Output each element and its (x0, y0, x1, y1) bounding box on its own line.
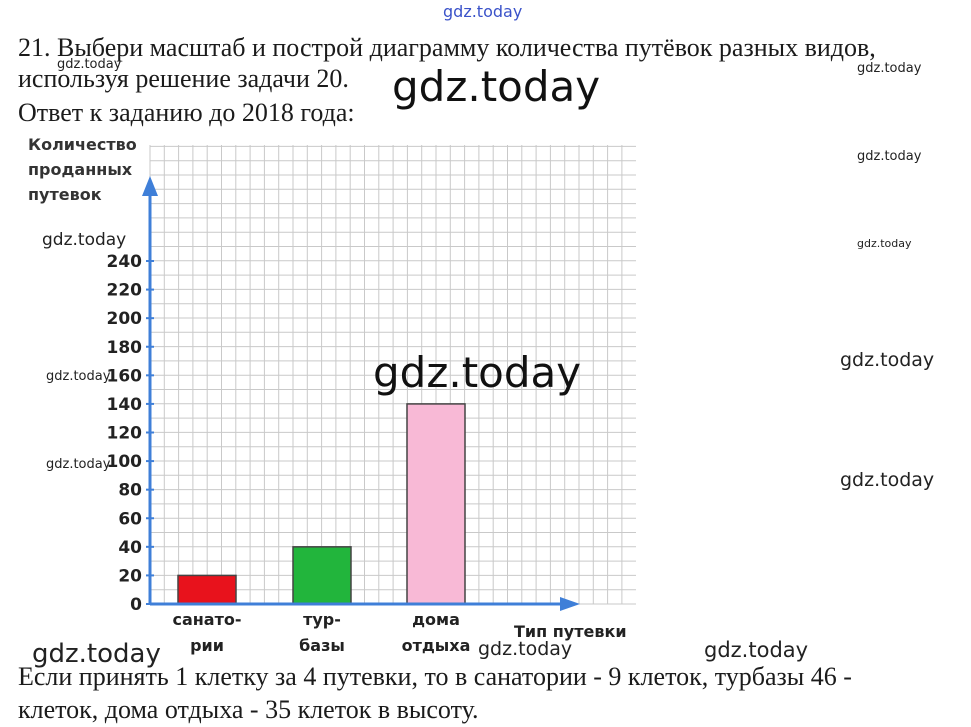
watermark-small-2: gdz.today (857, 61, 922, 76)
task-text: 21. Выбери масштаб и построй диаграмму к… (18, 32, 963, 94)
y-tick-label: 200 (107, 309, 143, 329)
bar-2 (292, 546, 352, 605)
watermark-small-3: gdz.today (857, 149, 922, 164)
task-line-1: 21. Выбери масштаб и построй диаграмму к… (18, 33, 876, 62)
watermark-small-1: gdz.today (57, 57, 122, 72)
y-tick-label: 0 (130, 595, 142, 615)
category-label: отдыха (402, 636, 471, 655)
watermark-small-5: gdz.today (46, 369, 111, 384)
watermark-medium-3: gdz.today (840, 469, 935, 491)
watermark-medium-4: gdz.today (478, 638, 573, 660)
watermark-medium-1: gdz.today (42, 230, 127, 250)
y-tick-label: 20 (118, 566, 142, 586)
watermark-medium-5: gdz.today (704, 638, 809, 662)
watermark-small-6: gdz.today (46, 457, 111, 472)
y-tick-label: 100 (107, 452, 143, 472)
y-axis-label: путевок (28, 185, 102, 204)
watermark-large-1: gdz.today (392, 62, 601, 111)
y-axis-label: проданных (28, 160, 133, 179)
y-tick-label: 220 (107, 281, 143, 301)
category-label: тур- (303, 610, 341, 629)
watermark-small-4: gdz.today (857, 237, 912, 250)
watermark-medium-2: gdz.today (840, 349, 935, 371)
y-tick-label: 120 (107, 424, 143, 444)
explanation-text: Если принять 1 клетку за 4 путевки, то в… (18, 660, 963, 726)
watermark-large-3: gdz.today (32, 639, 161, 669)
task-line-2: используя решение задачи 20. (18, 64, 349, 93)
category-label: санато- (172, 610, 241, 629)
watermark-top: gdz.today (443, 2, 523, 21)
y-tick-label: 60 (118, 509, 142, 529)
explanation-line-1: Если принять 1 клетку за 4 путевки, то в… (18, 662, 852, 691)
y-tick-label: 80 (118, 481, 142, 501)
y-tick-label: 240 (107, 252, 143, 272)
answer-heading: Ответ к заданию до 2018 года: (18, 98, 355, 127)
y-tick-label: 40 (118, 538, 142, 558)
y-tick-label: 180 (107, 338, 143, 358)
y-tick-label: 140 (107, 395, 143, 415)
y-axis-label: Количество (28, 135, 137, 154)
bar-1 (177, 574, 237, 605)
x-axis-label: Тип путевки (514, 622, 627, 641)
category-label: дома (412, 610, 460, 629)
bar-3 (406, 403, 466, 605)
explanation-line-2: клеток, дома отдыха - 35 клеток в высоту… (18, 695, 479, 724)
x-axis-arrow (560, 597, 580, 611)
category-label: базы (299, 636, 345, 655)
y-axis-arrow (142, 176, 158, 196)
watermark-large-2: gdz.today (373, 348, 582, 397)
y-tick-label: 160 (107, 366, 143, 386)
category-label: рии (190, 636, 224, 655)
